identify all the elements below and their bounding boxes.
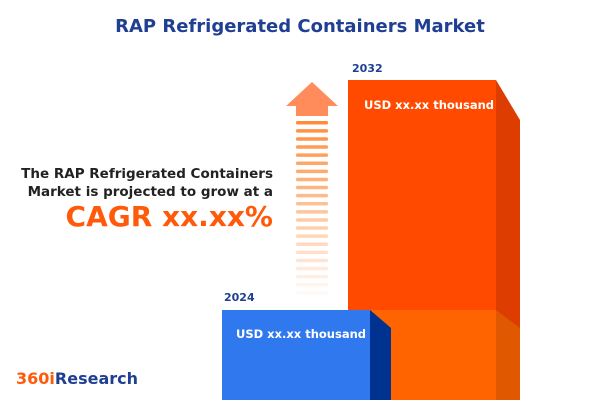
arrow-stripe [296, 185, 328, 190]
bar-2024-side [370, 310, 391, 400]
arrow-stripe [296, 202, 328, 206]
arrow-stripe [296, 193, 328, 198]
arrow-stripe [296, 161, 328, 165]
logo: 360iResearch [16, 369, 138, 388]
arrow-stripe [296, 291, 328, 295]
arrow-stripe [296, 258, 328, 263]
year-2032-label: 2032 [352, 62, 383, 75]
bar-2024 [222, 310, 370, 400]
arrow-stripe [296, 137, 328, 141]
cagr-value: CAGR xx.xx% [65, 200, 273, 233]
arrow-stripe [296, 242, 328, 246]
arrow-stripe [296, 234, 328, 238]
arrow-stripe [296, 121, 328, 125]
page-title: RAP Refrigerated Containers Market [115, 16, 485, 37]
arrow-stripe [296, 129, 328, 133]
description-line-2: Market is projected to grow at a [27, 184, 273, 200]
arrow-stripe [296, 250, 328, 255]
arrow-stripe [296, 266, 328, 271]
year-2024-label: 2024 [224, 291, 255, 304]
value-2024-label: USD xx.xx thousand [236, 327, 367, 341]
arrow-stripe [296, 274, 328, 279]
arrow-stripe [296, 218, 328, 222]
up-arrow-icon [286, 82, 338, 295]
arrow-stripe [296, 210, 328, 214]
arrow-stripe [296, 226, 328, 230]
arrow-stripe [296, 177, 328, 182]
value-2032-label: USD xx.xx thousand [364, 98, 495, 112]
arrow-stripe [296, 283, 328, 287]
arrow-stripe [296, 153, 328, 157]
description-line-1: The RAP Refrigerated Containers [21, 166, 273, 182]
arrow-stripe [296, 169, 328, 174]
arrow-stripe [296, 145, 328, 149]
